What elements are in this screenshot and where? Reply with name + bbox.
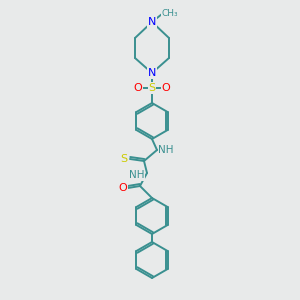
Text: O: O bbox=[134, 83, 142, 93]
Text: NH: NH bbox=[129, 170, 145, 180]
Text: O: O bbox=[162, 83, 170, 93]
Text: N: N bbox=[148, 17, 156, 27]
Text: S: S bbox=[120, 154, 128, 164]
Text: N: N bbox=[148, 68, 156, 78]
Text: S: S bbox=[148, 83, 156, 93]
Text: CH₃: CH₃ bbox=[162, 8, 178, 17]
Text: NH: NH bbox=[158, 145, 174, 155]
Text: O: O bbox=[118, 183, 127, 193]
